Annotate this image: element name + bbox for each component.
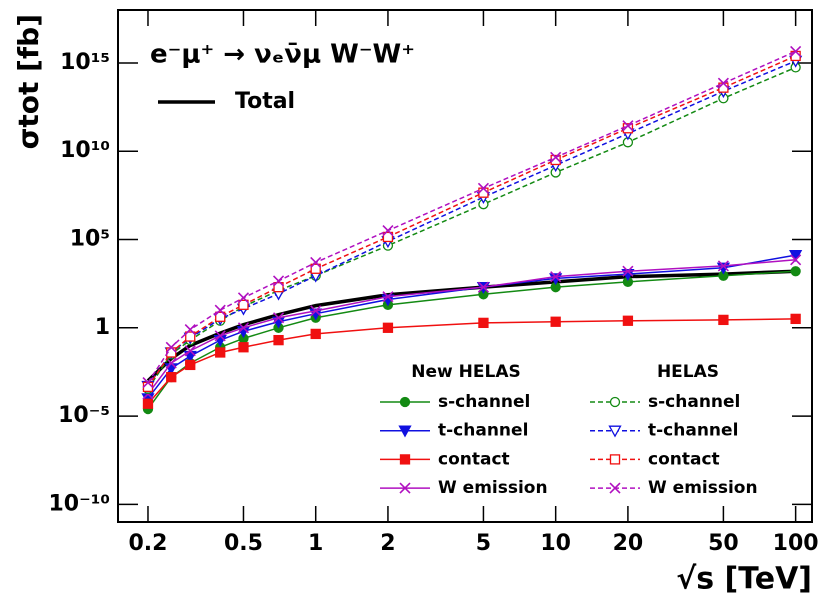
data-point (790, 45, 802, 57)
data-point (477, 281, 490, 293)
data-point (165, 341, 177, 353)
y-tick-label: 1 (95, 315, 110, 340)
y-tick-label: 10⁻¹⁰ (49, 491, 111, 516)
plot-frame (117, 9, 813, 523)
x-tick-label: 10 (540, 531, 571, 556)
data-point (622, 120, 634, 132)
legend-label: s-channel (438, 392, 530, 412)
data-point (382, 225, 394, 237)
data-point (717, 77, 729, 89)
data-point (717, 260, 729, 272)
x-axis-label: √s [TeV] (676, 562, 812, 597)
data-point (184, 324, 196, 336)
data-point (185, 359, 196, 371)
legend-label: contact (438, 449, 510, 469)
data-point (550, 271, 562, 283)
legend-label: t-channel (648, 421, 738, 441)
legend-marker (609, 482, 621, 494)
data-point (185, 331, 196, 342)
data-point (273, 282, 284, 293)
y-tick-label: 10¹⁰ (60, 138, 110, 163)
data-point (215, 311, 226, 322)
data-point (238, 342, 249, 353)
data-point (273, 334, 284, 346)
data-point (790, 266, 801, 277)
y-tick-label: 10⁵ (70, 227, 110, 252)
data-point (477, 182, 490, 194)
data-point (142, 381, 154, 393)
x-tick-label: 0.5 (224, 531, 263, 556)
legend-marker (399, 396, 411, 408)
data-point (238, 299, 249, 310)
data-point (237, 292, 250, 304)
data-point (310, 263, 321, 274)
legend-marker (609, 396, 621, 408)
legend-label: Total (235, 89, 295, 114)
data-point (478, 317, 489, 329)
data-point (382, 231, 394, 243)
legend-header: New HELAS (411, 362, 520, 382)
legend-label: contact (648, 449, 720, 469)
data-point (478, 187, 489, 198)
x-tick-label: 50 (708, 531, 739, 556)
data-point (142, 398, 154, 409)
chart-title: e⁻μ⁺ → νₑν̄μ W⁻W⁺ (150, 40, 415, 70)
x-tick-label: 100 (773, 531, 819, 556)
legend-marker (399, 482, 411, 494)
data-point (622, 265, 634, 277)
data-point (382, 291, 394, 303)
data-point (310, 305, 322, 317)
data-point (382, 322, 394, 333)
data-point (718, 314, 729, 326)
data-point (550, 151, 562, 163)
data-point (310, 256, 322, 269)
data-point (310, 328, 321, 340)
legend-marker (608, 425, 622, 438)
data-point (166, 372, 177, 383)
data-point (789, 250, 803, 263)
legend-label: s-channel (648, 392, 740, 412)
x-tick-label: 2 (380, 531, 395, 556)
legend-label: W emission (648, 478, 758, 498)
x-tick-label: 1 (308, 531, 323, 556)
data-point (237, 322, 250, 334)
y-tick-label: 10¹⁵ (60, 50, 110, 75)
data-point (214, 330, 226, 342)
legend-header: HELAS (657, 362, 719, 382)
x-tick-label: 5 (476, 531, 491, 556)
legend-marker (399, 454, 411, 465)
legend-label: t-channel (438, 421, 528, 441)
y-tick-label: 10⁻⁵ (58, 403, 110, 428)
data-point (142, 377, 154, 389)
data-point (550, 316, 561, 327)
data-point (215, 347, 226, 358)
y-axis-label: σtot [fb] (12, 14, 45, 149)
x-tick-label: 20 (613, 531, 644, 556)
legend-marker (398, 425, 412, 438)
data-point (622, 315, 634, 326)
legend-label: W emission (438, 478, 548, 498)
data-point (790, 254, 802, 266)
data-point (790, 313, 801, 325)
data-point (214, 304, 226, 316)
legend-marker (609, 454, 621, 465)
x-tick-label: 0.2 (128, 531, 167, 556)
data-point (272, 312, 285, 324)
data-point (272, 275, 285, 287)
data-point (184, 345, 196, 357)
